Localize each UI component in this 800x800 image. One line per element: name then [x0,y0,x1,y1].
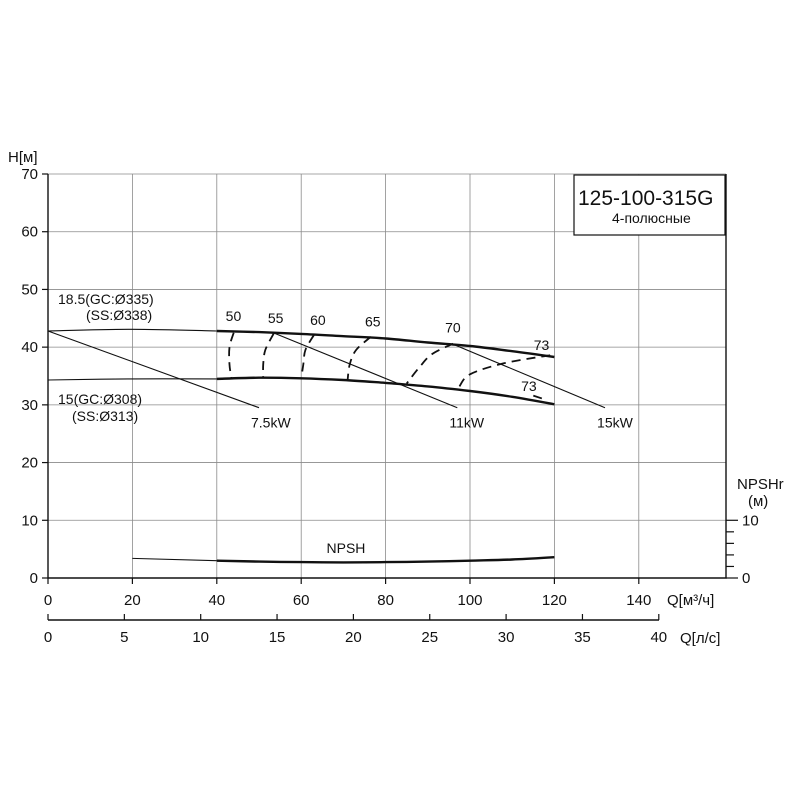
efficiency-curve-0 [228,332,235,380]
plot-frame [47,174,727,579]
x2-axis-label: Q[л/с] [680,630,720,647]
y-tick-label: 40 [21,339,38,356]
power-line-label-0: 7.5kW [251,415,291,431]
x2-tick-label: 5 [120,629,128,646]
x2-tick-label: 25 [421,629,438,646]
head-curve-extension-0 [47,328,217,332]
x2-tick-label: 30 [498,629,515,646]
x-tick-label: 60 [293,592,310,609]
efficiency-label-4: 70 [445,320,461,336]
head-curve-extension-1 [47,378,217,381]
head-curve-label-0-line2: (SS:Ø338) [86,307,152,323]
y-axis-label: H[м] [8,149,37,166]
chart-subtitle: 4-полюсные [612,210,691,226]
x-tick-label: 20 [124,592,141,609]
head-curve-label-0-line1: 18.5(GC:Ø335) [58,291,154,307]
head-curve-label-1-line1: 15(GC:Ø308) [58,391,142,407]
x2-tick-label: 35 [574,629,591,646]
head-curve-0 [216,329,555,359]
title-box: 125-100-315G 4-полюсные [573,174,726,236]
x-tick-label: 100 [457,592,482,609]
efficiency-label-2: 60 [310,312,326,328]
x2-tick-label: 10 [192,629,209,646]
efficiency-curve-2 [300,334,315,379]
x-tick-label: 140 [626,592,651,609]
efficiency-label-3: 65 [365,313,381,329]
power-line-0 [47,330,260,409]
x-tick-label: 80 [377,592,394,609]
y-tick-label: 50 [21,281,38,298]
chart-title: 125-100-315G [578,187,713,210]
x-tick-label: 0 [44,592,52,609]
efficiency-label-6: 73 [521,378,537,394]
y-tick-label: 60 [21,224,38,241]
x-tick-label: 40 [208,592,225,609]
x2-tick-label: 40 [650,629,667,646]
x2-tick-label: 20 [345,629,362,646]
axes [47,174,727,621]
power-line-label-1: 11kW [449,415,485,431]
y-tick-label: 10 [21,512,38,529]
x2-tick-label: 15 [269,629,286,646]
curve-labels: 18.5(GC:Ø335)(SS:Ø338) 15(GC:Ø308)(SS:Ø31… [58,291,634,556]
efficiency-label-0: 50 [226,308,242,324]
y2-axis-label-line2: (м) [748,493,768,510]
head-curve-1 [216,376,555,406]
efficiency-curve-1 [262,332,275,379]
y2-tick-label: 10 [742,512,759,529]
y2-axis-label-line1: NPSHr [737,476,784,493]
x-tick-label: 120 [542,592,567,609]
power-line-1 [271,331,458,409]
y-tick-label: 20 [21,455,38,472]
npsh-curve-extension [132,557,217,562]
efficiency-curve-3 [346,336,372,381]
npsh-label: NPSH [327,540,366,556]
head-curve-label-1-line2: (SS:Ø313) [72,408,138,424]
title-box-frame [573,174,726,236]
efficiency-label-1: 55 [268,310,284,326]
y-tick-label: 0 [30,570,38,587]
curves [47,328,606,564]
power-line-label-2: 15kW [597,415,634,431]
y-tick-label: 70 [21,166,38,183]
efficiency-curve-4 [405,342,454,385]
efficiency-label-5: 73 [534,337,550,353]
npsh-curve [216,556,555,564]
x2-tick-label: 0 [44,629,52,646]
y-tick-label: 30 [21,397,38,414]
x-axis-label: Q[м³/ч] [667,592,714,609]
efficiency-curve-5 [458,354,551,388]
power-line-2 [452,343,606,409]
efficiency-curve-6 [533,394,545,400]
y2-tick-label: 0 [742,570,750,587]
